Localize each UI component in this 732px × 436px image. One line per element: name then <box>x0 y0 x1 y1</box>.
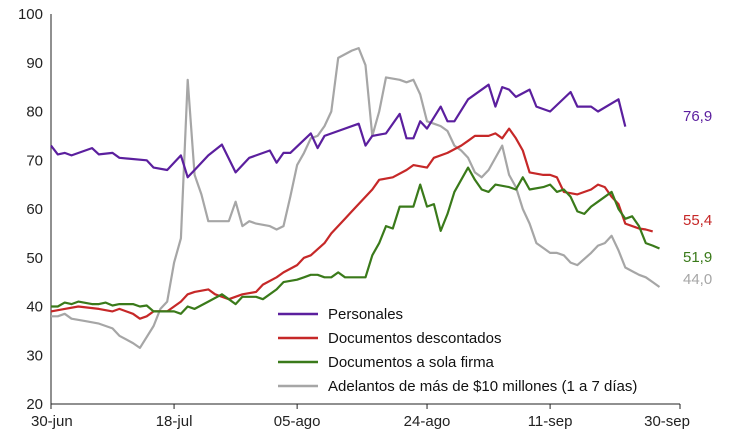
y-tick-label: 90 <box>26 55 43 72</box>
y-tick-label: 60 <box>26 201 43 218</box>
y-tick-label: 100 <box>18 6 43 23</box>
end-value-label-2: 51,9 <box>683 249 712 266</box>
series-line-0 <box>50 83 627 179</box>
x-tick-label: 11-sep <box>528 413 573 430</box>
series-line-1 <box>50 127 653 320</box>
legend-label-3: Adelantos de más de $10 millones (1 a 7 … <box>328 378 637 395</box>
y-tick-label: 40 <box>26 299 43 316</box>
end-value-label-0: 76,9 <box>683 108 712 125</box>
y-tick-label: 80 <box>26 104 43 121</box>
series-layer <box>50 47 661 349</box>
y-tick-label: 70 <box>26 152 43 169</box>
y-tick-label: 30 <box>26 347 43 364</box>
x-tick-label: 30-sep <box>644 413 690 430</box>
x-axis: 30-jun 18-jul 05-ago 24-ago 11-sep 30-sep <box>31 403 690 430</box>
end-value-label-1: 55,4 <box>683 212 712 229</box>
x-tick-label: 18-jul <box>156 413 193 430</box>
series-line-2 <box>51 166 660 315</box>
legend-label-1: Documentos descontados <box>328 330 501 347</box>
x-tick-label: 05-ago <box>274 413 321 430</box>
end-labels: 76,9 55,4 51,9 44,0 <box>683 108 712 288</box>
legend-label-2: Documentos a sola firma <box>328 354 495 371</box>
series-line-3 <box>51 47 661 349</box>
y-tick-label: 20 <box>26 396 43 413</box>
y-tick-label: 50 <box>26 250 43 267</box>
end-value-label-3: 44,0 <box>683 271 712 288</box>
y-axis: 20 30 40 50 60 70 80 90 100 <box>18 6 52 413</box>
x-tick-label: 30-jun <box>31 413 73 430</box>
legend: Personales Documentos descontados Document… <box>278 306 637 395</box>
legend-label-0: Personales <box>328 306 403 323</box>
x-tick-label: 24-ago <box>404 413 451 430</box>
